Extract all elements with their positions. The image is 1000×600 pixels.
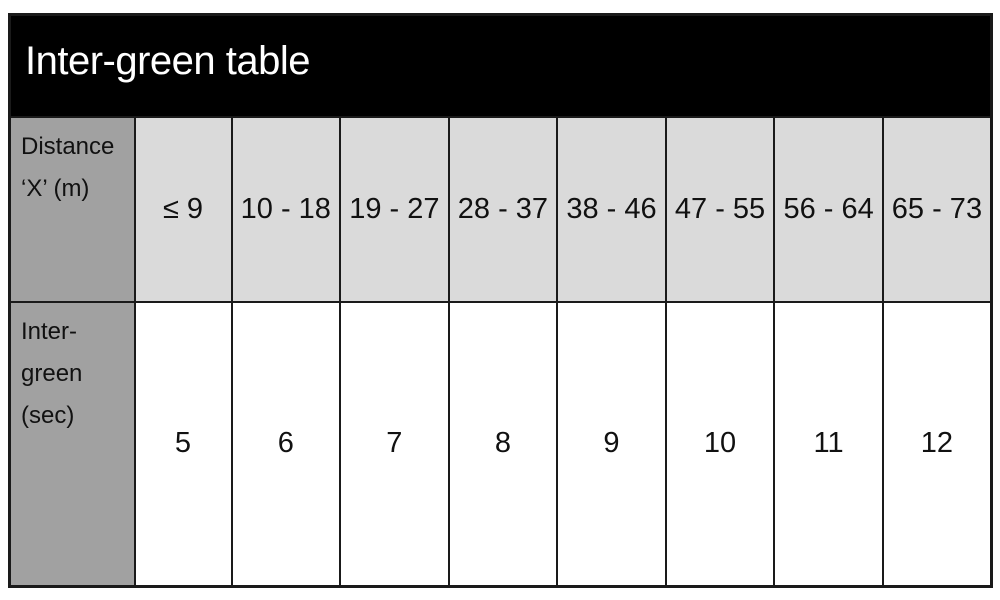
row-header-distance: Distance ‘X’ (m) — [8, 116, 136, 303]
intergreen-value-cell: 7 — [339, 301, 450, 587]
inter-green-table: Inter-green table Distance ‘X’ (m) ≤ 9 1… — [8, 13, 993, 588]
intergreen-value-cell: 12 — [881, 301, 993, 587]
row-header-intergreen: Inter-green (sec) — [8, 301, 136, 587]
distance-header-row: Distance ‘X’ (m) ≤ 9 10 - 18 19 - 27 28 … — [8, 116, 993, 303]
distance-range-cell: 38 - 46 — [556, 116, 667, 303]
distance-range-cell: 56 - 64 — [773, 116, 884, 303]
intergreen-value-cell: 5 — [133, 301, 233, 587]
intergreen-value-row: Inter-green (sec) 5 6 7 8 9 10 11 12 — [8, 301, 993, 587]
distance-range-cell: ≤ 9 — [133, 116, 233, 303]
distance-range-cell: 65 - 73 — [881, 116, 993, 303]
distance-range-cell: 10 - 18 — [230, 116, 342, 303]
intergreen-value-cell: 11 — [773, 301, 884, 587]
intergreen-value-cell: 9 — [556, 301, 667, 587]
intergreen-value-cell: 10 — [664, 301, 776, 587]
distance-range-cell: 19 - 27 — [339, 116, 450, 303]
distance-range-cell: 28 - 37 — [447, 116, 559, 303]
intergreen-value-cell: 8 — [447, 301, 559, 587]
intergreen-value-cell: 6 — [230, 301, 342, 587]
title-row: Inter-green table — [8, 13, 993, 118]
distance-range-cell: 47 - 55 — [664, 116, 776, 303]
table-title: Inter-green table — [8, 13, 993, 118]
